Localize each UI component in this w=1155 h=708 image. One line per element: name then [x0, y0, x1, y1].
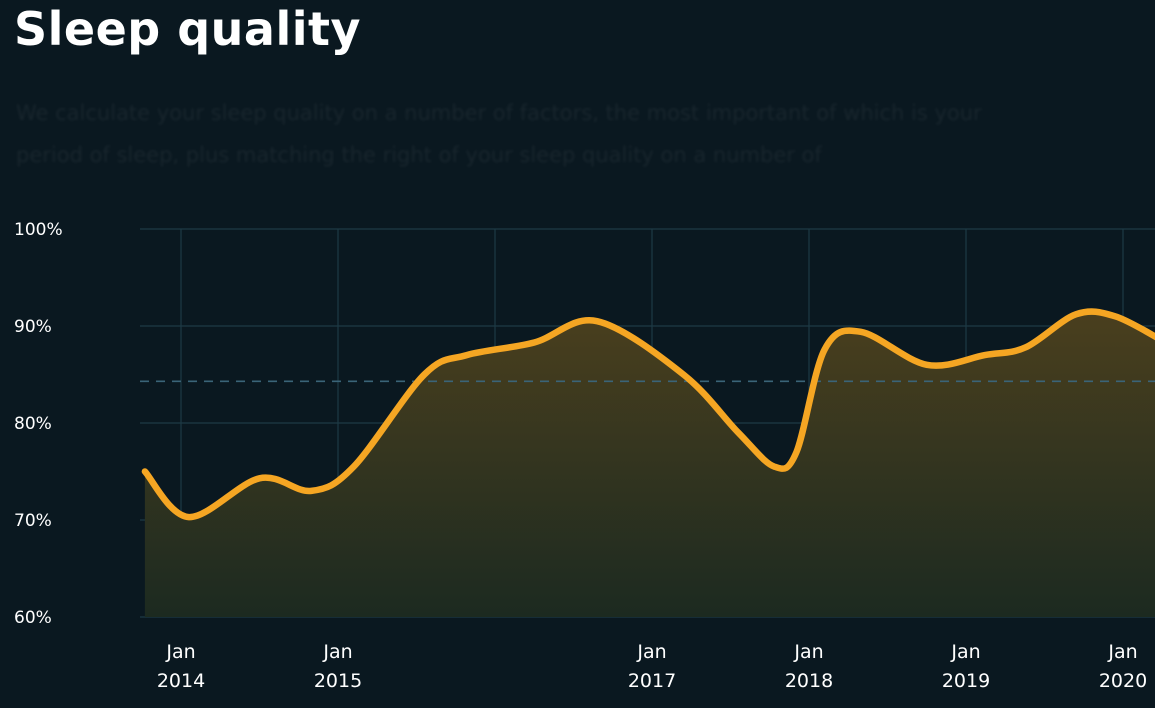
- x-tick-month: Jan: [950, 641, 980, 663]
- x-tick-month: Jan: [793, 641, 823, 663]
- x-axis: Jan 2014 Jan 2015 Jan 2017 Jan 2018 Jan 2019 Jan 20…: [157, 641, 1147, 692]
- x-tick-year: 2020: [1099, 670, 1147, 692]
- y-tick-label: 90%: [14, 317, 52, 337]
- x-tick-month: Jan: [1107, 641, 1137, 663]
- x-tick-year: 2015: [314, 670, 362, 692]
- x-tick-year: 2019: [942, 670, 990, 692]
- y-tick-label: 100%: [14, 220, 63, 240]
- x-tick-year: 2018: [785, 670, 833, 692]
- x-tick-year: 2014: [157, 670, 205, 692]
- y-tick-label: 70%: [14, 511, 52, 531]
- area-fill: [144, 311, 1155, 617]
- x-tick-month: Jan: [322, 641, 352, 663]
- y-tick-label: 60%: [14, 608, 52, 628]
- y-axis: 100% 90% 80% 70% 60%: [14, 220, 63, 628]
- chart-description: We calculate your sleep quality on a num…: [16, 101, 982, 167]
- x-tick-month: Jan: [636, 641, 666, 663]
- y-tick-label: 80%: [14, 414, 52, 434]
- page-title: Sleep quality: [14, 2, 361, 56]
- x-tick-month: Jan: [165, 641, 195, 663]
- x-tick-year: 2017: [628, 670, 676, 692]
- series-line: [141, 308, 1155, 521]
